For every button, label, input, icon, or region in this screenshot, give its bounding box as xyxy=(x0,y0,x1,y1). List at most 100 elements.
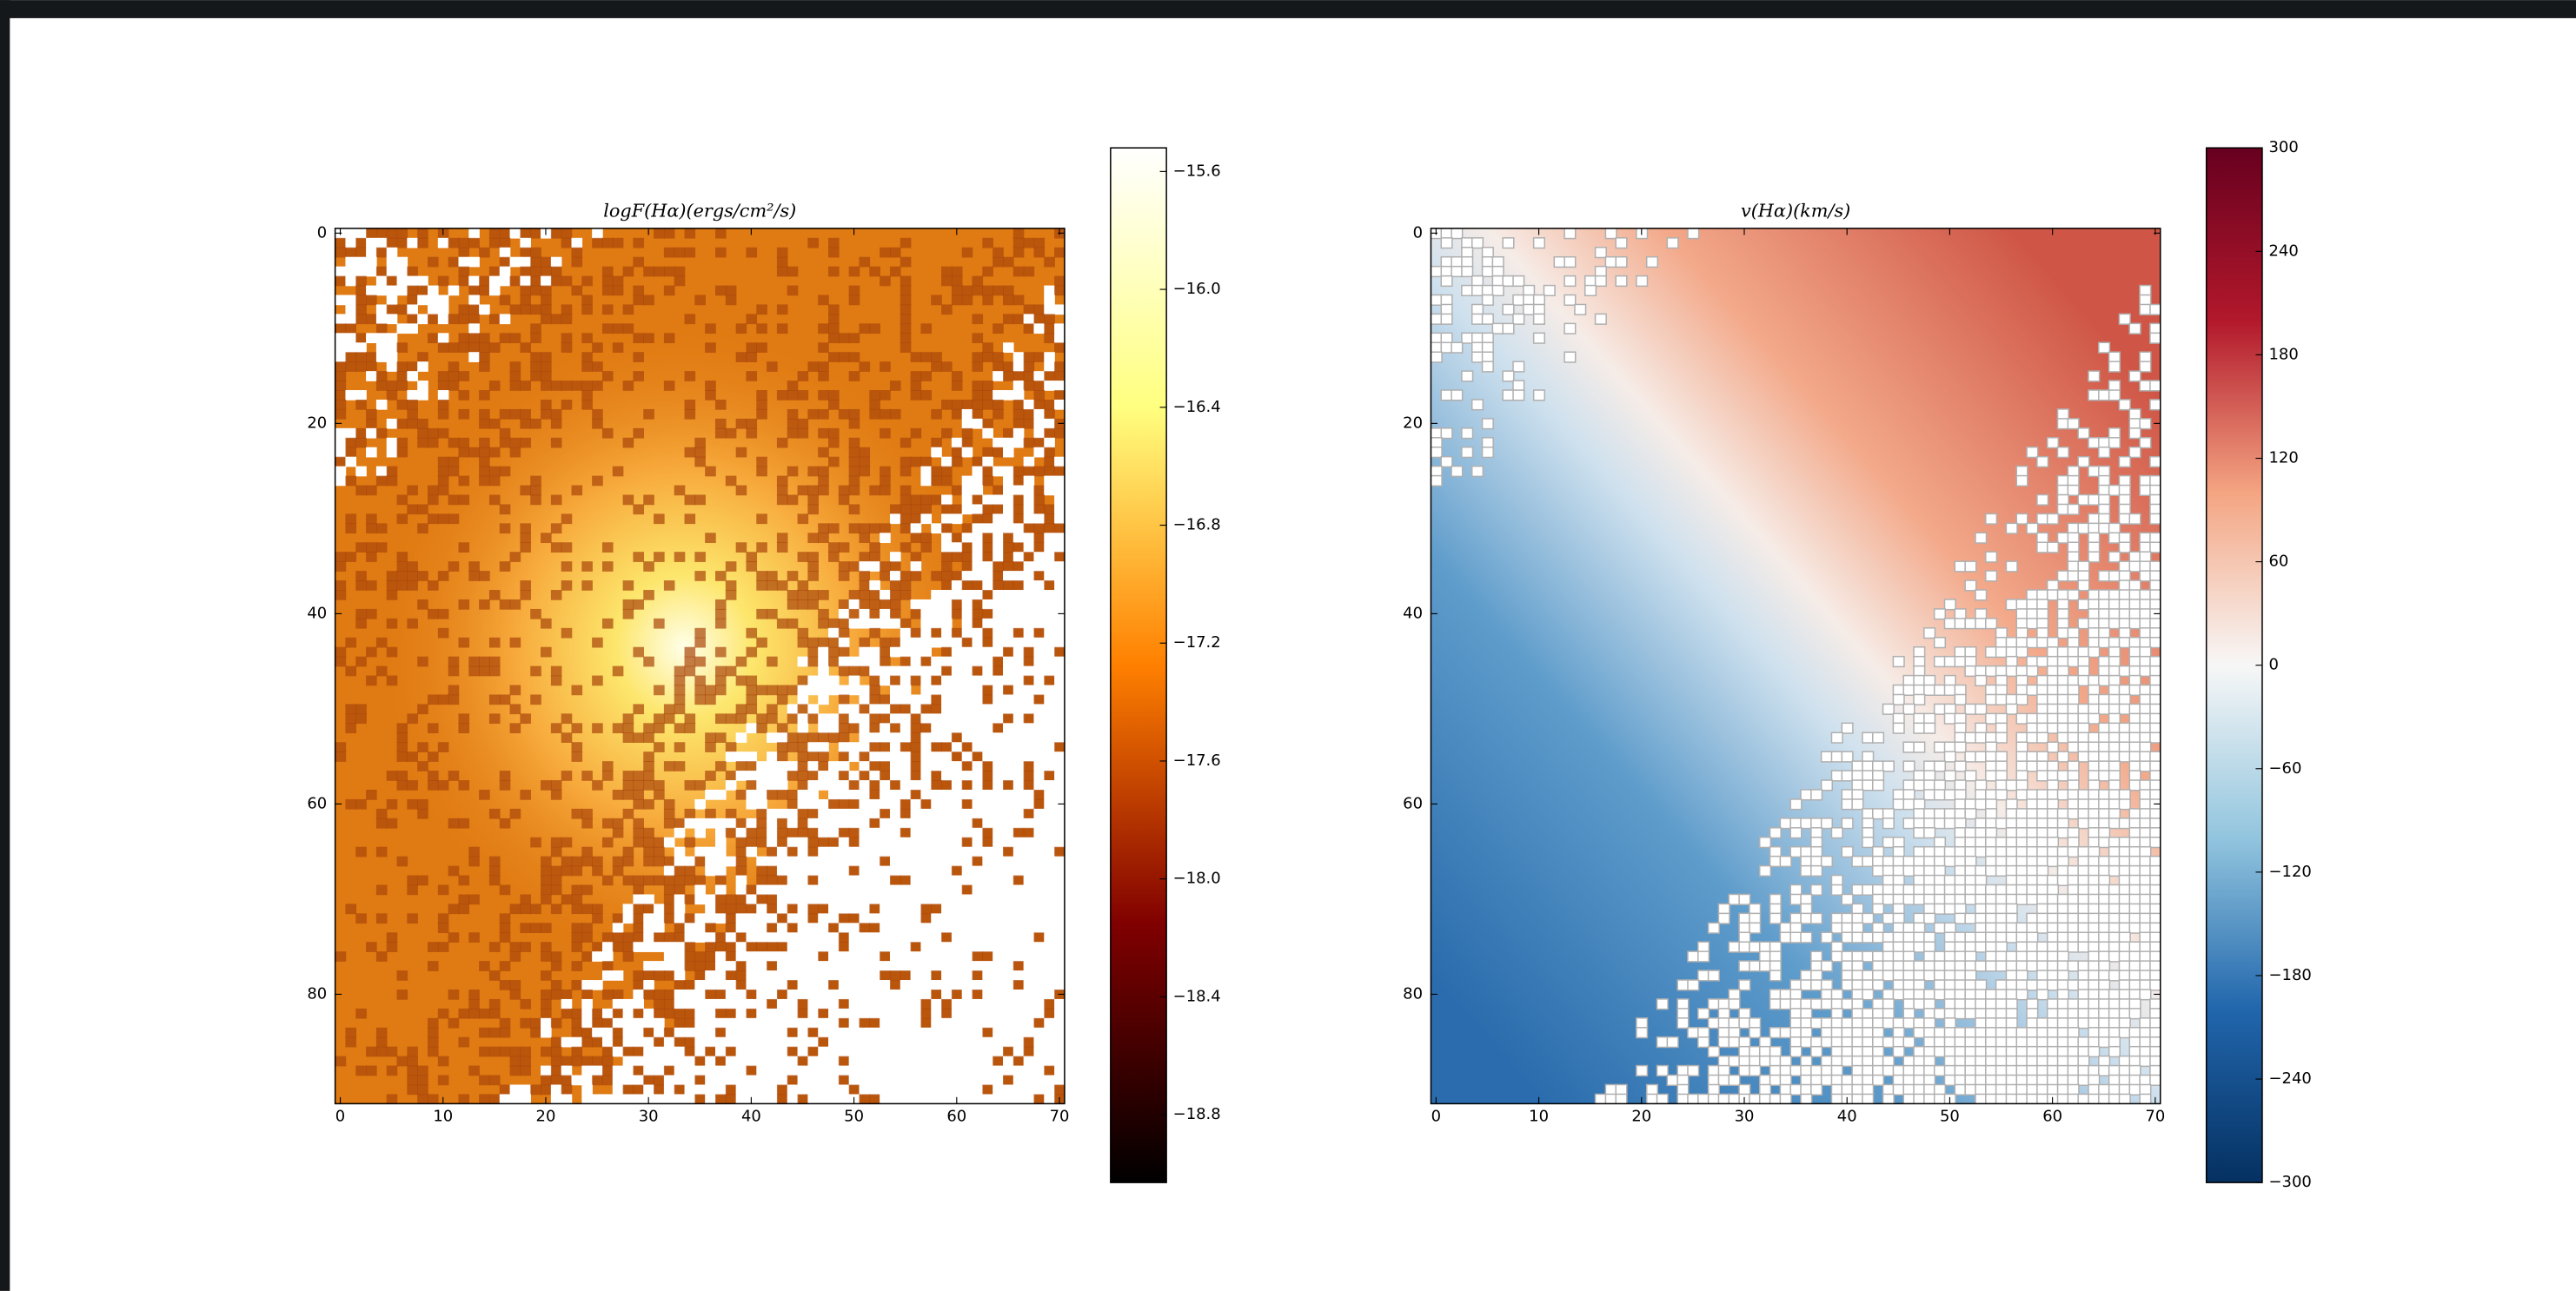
dark-cell xyxy=(438,742,449,752)
dark-cell xyxy=(623,951,634,962)
masked-cell xyxy=(2140,847,2151,857)
dark-cell xyxy=(428,1047,439,1057)
dark-cell xyxy=(458,723,469,733)
dark-cell xyxy=(1044,504,1055,514)
masked-cell xyxy=(859,1066,870,1076)
masked-cell xyxy=(1801,999,1812,1010)
masked-cell xyxy=(643,1037,654,1048)
masked-cell xyxy=(2027,638,2038,648)
dark-cell xyxy=(458,894,469,904)
masked-cell xyxy=(828,970,840,981)
dark-cell xyxy=(869,552,880,562)
dark-cell xyxy=(366,314,377,324)
masked-cell xyxy=(900,732,912,743)
dark-cell xyxy=(458,276,469,287)
masked-cell xyxy=(1862,1047,1874,1057)
masked-cell xyxy=(1996,961,2008,971)
dark-cell xyxy=(335,409,347,420)
masked-cell xyxy=(828,1037,840,1048)
masked-cell xyxy=(982,809,993,819)
masked-cell xyxy=(941,628,953,639)
masked-cell xyxy=(869,857,880,867)
dark-cell xyxy=(551,904,562,914)
masked-cell xyxy=(335,267,347,277)
masked-cell xyxy=(2016,666,2028,677)
dark-cell xyxy=(397,381,408,391)
masked-cell xyxy=(2140,381,2151,391)
dark-cell xyxy=(982,286,993,296)
dark-cell xyxy=(458,342,469,353)
dark-cell xyxy=(931,467,942,477)
dark-cell xyxy=(777,438,788,448)
masked-cell xyxy=(931,942,942,952)
dark-cell xyxy=(572,486,583,496)
dark-cell xyxy=(489,447,501,458)
dark-cell xyxy=(982,694,993,705)
masked-cell xyxy=(2068,847,2079,857)
masked-cell xyxy=(973,923,984,933)
dark-cell xyxy=(376,267,388,277)
dark-cell xyxy=(592,419,603,429)
masked-cell xyxy=(664,837,675,848)
dark-cell xyxy=(633,923,644,933)
masked-cell xyxy=(1044,876,1055,886)
masked-cell xyxy=(849,923,860,933)
dark-cell xyxy=(767,866,778,877)
masked-cell xyxy=(2109,533,2121,543)
dark-cell xyxy=(541,866,552,877)
masked-cell xyxy=(2037,704,2048,714)
masked-cell xyxy=(941,942,953,952)
masked-cell xyxy=(1003,951,1014,962)
masked-cell xyxy=(397,276,408,287)
masked-cell xyxy=(674,894,686,904)
dark-cell xyxy=(376,913,388,924)
masked-cell xyxy=(1852,857,1863,867)
masked-cell xyxy=(736,1076,747,1086)
masked-cell xyxy=(2109,904,2121,914)
masked-cell xyxy=(1883,951,1895,962)
masked-cell xyxy=(993,609,1004,619)
masked-cell xyxy=(900,942,912,952)
masked-cell xyxy=(880,609,891,619)
masked-cell xyxy=(2119,980,2130,990)
masked-cell xyxy=(1986,571,1997,581)
masked-cell xyxy=(715,828,727,838)
masked-cell xyxy=(715,818,727,829)
masked-cell xyxy=(973,1056,984,1067)
masked-cell xyxy=(993,932,1004,943)
masked-cell xyxy=(345,304,356,314)
dark-cell xyxy=(541,942,552,952)
masked-cell xyxy=(869,647,880,658)
dark-cell xyxy=(458,1037,469,1048)
dark-cell xyxy=(900,657,912,667)
masked-cell xyxy=(1003,1018,1014,1029)
dark-cell xyxy=(355,428,367,439)
masked-cell xyxy=(798,904,809,914)
dark-cell xyxy=(345,799,356,810)
dark-cell xyxy=(694,438,706,448)
masked-cell xyxy=(869,951,880,962)
masked-cell xyxy=(1003,704,1014,714)
masked-cell xyxy=(941,1047,953,1057)
dark-cell xyxy=(1033,694,1045,705)
masked-cell xyxy=(1739,1009,1750,1019)
masked-cell xyxy=(1044,828,1055,838)
masked-cell xyxy=(2088,885,2100,896)
masked-cell xyxy=(1677,999,1689,1010)
masked-cell xyxy=(1013,999,1025,1010)
dark-cell xyxy=(828,799,840,810)
masked-cell xyxy=(2109,704,2121,714)
masked-cell xyxy=(931,837,942,848)
masked-cell xyxy=(1965,809,1976,819)
dark-cell xyxy=(366,1047,377,1057)
masked-cell xyxy=(900,1028,912,1038)
masked-cell xyxy=(767,818,778,829)
dark-cell xyxy=(407,876,418,886)
masked-cell xyxy=(2119,894,2130,904)
dark-cell xyxy=(417,1066,428,1076)
colorbar-tick-label: −17.6 xyxy=(1173,751,1221,770)
masked-cell xyxy=(1873,970,1884,981)
masked-cell xyxy=(920,837,932,848)
masked-cell xyxy=(1924,999,1935,1010)
dark-cell xyxy=(911,761,922,771)
